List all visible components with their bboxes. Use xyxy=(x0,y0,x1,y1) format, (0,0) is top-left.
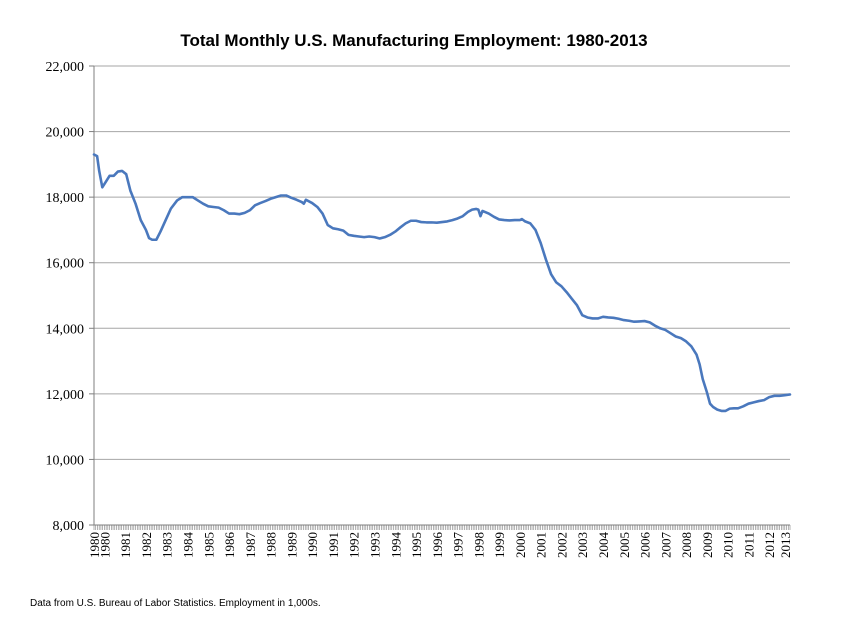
y-tick-label: 16,000 xyxy=(46,257,85,272)
x-tick-label: 1980 xyxy=(87,532,102,558)
x-tick-label: 1990 xyxy=(305,532,320,558)
x-tick-label: 2005 xyxy=(617,532,632,558)
series-line-0 xyxy=(92,153,792,413)
x-tick-label: 1989 xyxy=(284,532,299,558)
x-tick-label: 2003 xyxy=(575,532,590,558)
y-tick-label: 20,000 xyxy=(46,126,85,141)
x-tick-label: 2001 xyxy=(534,532,549,558)
chart-title: Total Monthly U.S. Manufacturing Employm… xyxy=(180,31,647,50)
line-chart: Total Monthly U.S. Manufacturing Employm… xyxy=(46,31,793,559)
x-tick-label: 1997 xyxy=(451,532,466,559)
x-tick-label: 2006 xyxy=(638,532,653,559)
y-tick-label: 10,000 xyxy=(46,453,85,468)
x-tick-label: 1998 xyxy=(471,532,486,558)
x-minor-ticks xyxy=(93,525,791,530)
axes xyxy=(89,65,791,530)
y-tick-label: 14,000 xyxy=(46,322,85,337)
x-tick-label: 2002 xyxy=(554,532,569,558)
x-tick-label: 2011 xyxy=(741,532,756,558)
x-tick-label: 1985 xyxy=(201,532,216,558)
x-tick-label: 2013 xyxy=(778,532,793,558)
x-tick-label: 1980 xyxy=(97,532,112,558)
x-tick-label: 1981 xyxy=(118,532,133,558)
x-tick-label: 2004 xyxy=(596,532,611,559)
y-tick-label: 12,000 xyxy=(46,388,85,403)
x-tick-label: 2009 xyxy=(700,532,715,558)
gridlines xyxy=(94,65,790,460)
x-tick-label: 1988 xyxy=(264,532,279,558)
y-tick-labels: 8,000 10,000 12,000 14,000 16,000 18,000 20,00… xyxy=(46,60,85,534)
x-tick-label: 2008 xyxy=(679,532,694,558)
x-tick-label: 1986 xyxy=(222,532,237,559)
x-tick-label: 2007 xyxy=(658,532,673,559)
x-tick-label: 1999 xyxy=(492,532,507,558)
x-tick-label: 1991 xyxy=(326,532,341,558)
x-tick-label: 1984 xyxy=(180,532,195,559)
x-tick-label: 1994 xyxy=(388,532,403,559)
series-layer xyxy=(92,153,792,413)
x-tick-label: 2000 xyxy=(513,532,528,558)
x-tick-label: 1993 xyxy=(367,532,382,558)
x-tick-label: 1996 xyxy=(430,532,445,559)
x-tick-label: 1995 xyxy=(409,532,424,558)
y-tick-label: 8,000 xyxy=(53,519,85,534)
x-tick-label: 1992 xyxy=(347,532,362,558)
x-tick-label: 1983 xyxy=(160,532,175,558)
x-tick-label: 1987 xyxy=(243,532,258,559)
x-tick-label: 1982 xyxy=(139,532,154,558)
y-tick-label: 22,000 xyxy=(46,60,85,75)
source-footnote: Data from U.S. Bureau of Labor Statistic… xyxy=(30,598,321,609)
x-tick-label: 2012 xyxy=(762,532,777,558)
x-tick-label: 2010 xyxy=(721,532,736,558)
y-tick-label: 18,000 xyxy=(46,191,85,206)
